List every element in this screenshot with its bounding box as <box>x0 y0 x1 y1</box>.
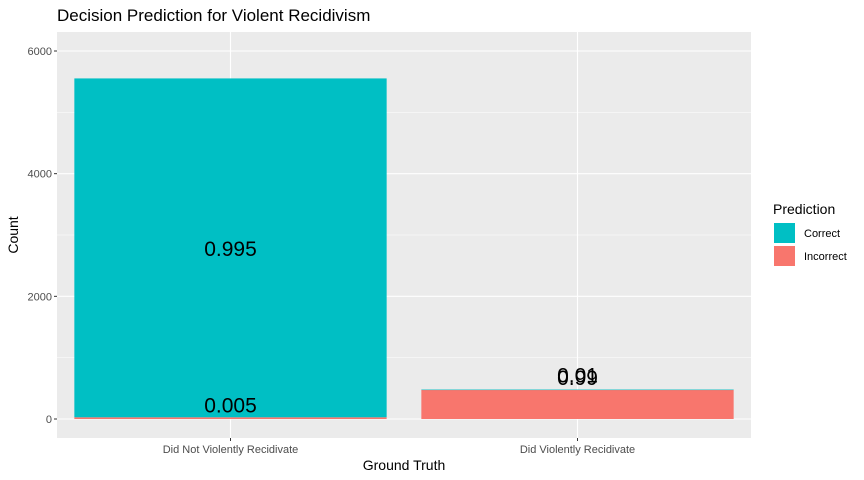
data-label-1: 0.005 <box>204 394 257 417</box>
bar-incorrect-0 <box>74 417 387 419</box>
bar-correct-0 <box>74 78 387 418</box>
bars <box>74 78 734 419</box>
legend: Prediction Correct Incorrect <box>773 201 847 266</box>
data-label-3: 0.99 <box>557 367 598 390</box>
data-labels: 0.995 0.005 0.010.99 <box>204 238 598 417</box>
bar-correct-1 <box>421 389 734 391</box>
legend-label-correct: Correct <box>804 228 840 240</box>
legend-key-incorrect <box>774 246 795 266</box>
y-tick-label: 6000 <box>28 46 52 58</box>
legend-title: Prediction <box>773 201 835 217</box>
x-tick-label: Did Violently Recidivate <box>520 444 635 456</box>
y-tick-label: 2000 <box>28 291 52 303</box>
x-axis-title: Ground Truth <box>363 457 446 473</box>
data-label-0: 0.995 <box>204 238 257 261</box>
y-axis-title: Count <box>5 216 21 253</box>
chart-title: Decision Prediction for Violent Recidivi… <box>57 6 370 25</box>
legend-key-correct <box>774 223 795 243</box>
axes: 0 2000 4000 6000 Did Not Violently Recidivat… <box>28 46 636 456</box>
data-label-2: 0.01 <box>557 365 598 388</box>
bar-incorrect-1 <box>421 389 734 419</box>
x-tick-label: Did Not Violently Recidivate <box>163 444 299 456</box>
y-tick-label: 4000 <box>28 169 52 181</box>
legend-label-incorrect: Incorrect <box>804 251 847 263</box>
y-tick-label: 0 <box>46 414 52 426</box>
